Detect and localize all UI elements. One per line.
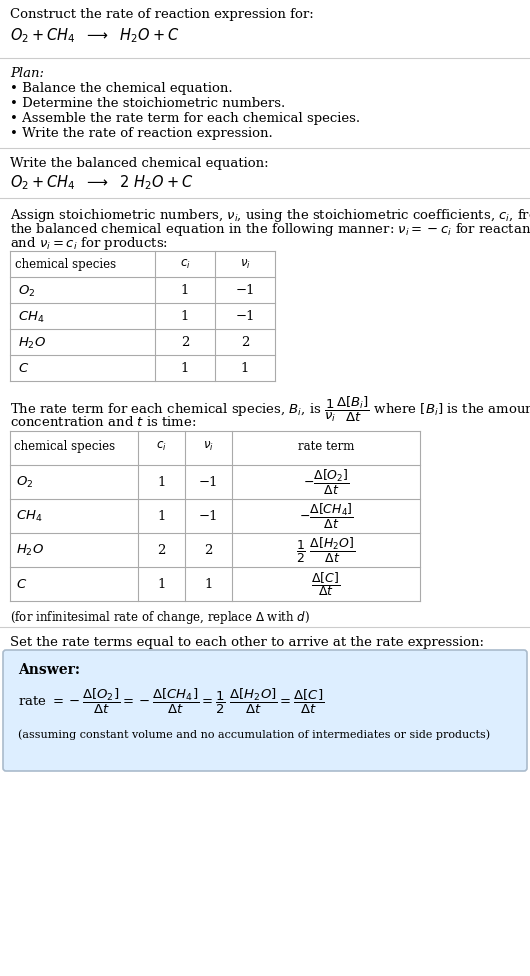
Text: 1: 1 bbox=[157, 475, 166, 489]
Text: Plan:: Plan: bbox=[10, 67, 44, 80]
Text: $c_i$: $c_i$ bbox=[180, 258, 190, 271]
Text: $O_2$: $O_2$ bbox=[16, 474, 33, 490]
Text: −1: −1 bbox=[235, 310, 255, 323]
Text: • Assemble the rate term for each chemical species.: • Assemble the rate term for each chemic… bbox=[10, 112, 360, 125]
Text: 1: 1 bbox=[157, 578, 166, 590]
Text: $\nu_i$: $\nu_i$ bbox=[203, 440, 214, 453]
Text: 2: 2 bbox=[241, 336, 249, 349]
Text: Write the balanced chemical equation:: Write the balanced chemical equation: bbox=[10, 157, 269, 170]
Text: $\dfrac{\Delta [C]}{\Delta t}$: $\dfrac{\Delta [C]}{\Delta t}$ bbox=[312, 570, 340, 598]
Text: chemical species: chemical species bbox=[14, 440, 115, 453]
Text: $H_2O$: $H_2O$ bbox=[18, 336, 46, 351]
Text: 1: 1 bbox=[157, 509, 166, 522]
Text: 2: 2 bbox=[204, 544, 213, 556]
Text: $\nu_i$: $\nu_i$ bbox=[240, 258, 250, 271]
Text: $\dfrac{1}{2}\ \dfrac{\Delta [H_2O]}{\Delta t}$: $\dfrac{1}{2}\ \dfrac{\Delta [H_2O]}{\De… bbox=[296, 536, 356, 564]
Text: • Write the rate of reaction expression.: • Write the rate of reaction expression. bbox=[10, 127, 273, 140]
FancyBboxPatch shape bbox=[3, 650, 527, 771]
Text: $CH_4$: $CH_4$ bbox=[16, 508, 42, 523]
Text: $CH_4$: $CH_4$ bbox=[18, 310, 45, 325]
Text: $C$: $C$ bbox=[18, 362, 29, 375]
Text: $c_i$: $c_i$ bbox=[156, 440, 167, 453]
Text: 1: 1 bbox=[181, 362, 189, 375]
Text: −1: −1 bbox=[199, 475, 218, 489]
Text: concentration and $t$ is time:: concentration and $t$ is time: bbox=[10, 415, 197, 429]
Text: $-\dfrac{\Delta [CH_4]}{\Delta t}$: $-\dfrac{\Delta [CH_4]}{\Delta t}$ bbox=[298, 502, 354, 531]
Text: chemical species: chemical species bbox=[15, 258, 116, 271]
Text: Set the rate terms equal to each other to arrive at the rate expression:: Set the rate terms equal to each other t… bbox=[10, 636, 484, 649]
Text: $H_2O$: $H_2O$ bbox=[16, 543, 44, 557]
Text: −1: −1 bbox=[199, 509, 218, 522]
Text: Answer:: Answer: bbox=[18, 663, 80, 677]
Text: (assuming constant volume and no accumulation of intermediates or side products): (assuming constant volume and no accumul… bbox=[18, 729, 490, 740]
Text: 1: 1 bbox=[204, 578, 213, 590]
Text: rate $= -\dfrac{\Delta [O_2]}{\Delta t}= -\dfrac{\Delta [CH_4]}{\Delta t}= \dfra: rate $= -\dfrac{\Delta [O_2]}{\Delta t}=… bbox=[18, 686, 324, 715]
Text: 1: 1 bbox=[181, 310, 189, 323]
Text: and $\nu_i = c_i$ for products:: and $\nu_i = c_i$ for products: bbox=[10, 235, 168, 252]
Text: Assign stoichiometric numbers, $\nu_i$, using the stoichiometric coefficients, $: Assign stoichiometric numbers, $\nu_i$, … bbox=[10, 207, 530, 224]
Text: −1: −1 bbox=[235, 284, 255, 297]
Text: The rate term for each chemical species, $B_i$, is $\dfrac{1}{\nu_i}\dfrac{\Delt: The rate term for each chemical species,… bbox=[10, 395, 530, 425]
Text: the balanced chemical equation in the following manner: $\nu_i = -c_i$ for react: the balanced chemical equation in the fo… bbox=[10, 221, 530, 238]
Text: $C$: $C$ bbox=[16, 578, 27, 590]
Text: 1: 1 bbox=[181, 284, 189, 297]
Text: 1: 1 bbox=[241, 362, 249, 375]
Text: 2: 2 bbox=[181, 336, 189, 349]
Text: • Balance the chemical equation.: • Balance the chemical equation. bbox=[10, 82, 233, 95]
Text: $O_2 + CH_4$  $\longrightarrow$  $H_2O + C$: $O_2 + CH_4$ $\longrightarrow$ $H_2O + C… bbox=[10, 26, 180, 45]
Text: $O_2$: $O_2$ bbox=[18, 284, 36, 299]
Text: $O_2 + CH_4$  $\longrightarrow$  $2\ H_2O + C$: $O_2 + CH_4$ $\longrightarrow$ $2\ H_2O … bbox=[10, 173, 193, 191]
Text: Construct the rate of reaction expression for:: Construct the rate of reaction expressio… bbox=[10, 8, 314, 21]
Text: rate term: rate term bbox=[298, 440, 354, 453]
Text: 2: 2 bbox=[157, 544, 166, 556]
Text: $-\dfrac{\Delta [O_2]}{\Delta t}$: $-\dfrac{\Delta [O_2]}{\Delta t}$ bbox=[303, 468, 349, 497]
Text: (for infinitesimal rate of change, replace $\Delta$ with $d$): (for infinitesimal rate of change, repla… bbox=[10, 609, 310, 626]
Text: • Determine the stoichiometric numbers.: • Determine the stoichiometric numbers. bbox=[10, 97, 285, 110]
